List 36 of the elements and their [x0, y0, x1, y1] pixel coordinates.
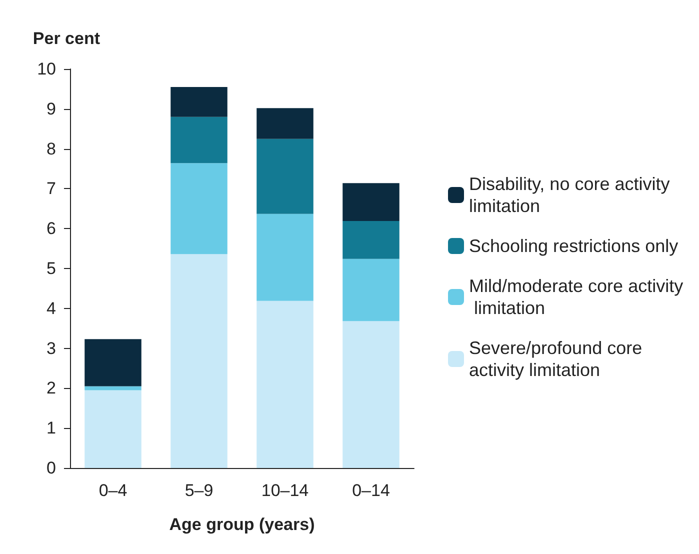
y-tick-label: 0: [46, 458, 56, 478]
bar: [256, 300, 314, 468]
y-axis-title: Per cent: [32, 29, 100, 48]
y-tick-label: 5: [46, 259, 56, 278]
y-tick-label: 8: [46, 139, 56, 158]
bar: [256, 138, 314, 214]
legend-label: Mild/moderate core activity limitation: [469, 276, 684, 318]
x-axis-title: Age group (years): [169, 515, 315, 534]
x-tick-label: 0–4: [98, 481, 128, 500]
legend-label: Schooling restrictions only: [469, 236, 678, 256]
bar: [170, 86, 228, 117]
legend-label: Severe/profound core activity limitation: [469, 338, 648, 380]
x-tick-label: 0–14: [352, 481, 390, 500]
y-tick-label: 6: [46, 219, 56, 238]
y-tick-label: 7: [46, 179, 56, 198]
legend-label: Disability, no core activity limitation: [469, 174, 675, 216]
bar: [342, 221, 400, 259]
bar: [342, 183, 400, 222]
y-tick-label: 3: [46, 338, 56, 358]
y-tick-label: 2: [46, 378, 56, 398]
x-tick-label: 10–14: [261, 481, 309, 500]
bar: [342, 258, 400, 322]
x-tick-label: 5–9: [184, 481, 214, 500]
bar: [170, 163, 228, 254]
bar: [256, 108, 314, 139]
bar: [342, 321, 400, 468]
y-tick-label: 1: [46, 418, 56, 438]
bar: [256, 214, 314, 301]
bar: [84, 386, 142, 390]
y-tick-label: 9: [46, 99, 56, 118]
y-tick-label: 4: [46, 298, 56, 318]
bar: [84, 339, 142, 386]
bar: [170, 116, 228, 164]
bar: [170, 254, 228, 468]
bar: [84, 390, 142, 468]
y-tick-label: 10: [37, 60, 56, 78]
